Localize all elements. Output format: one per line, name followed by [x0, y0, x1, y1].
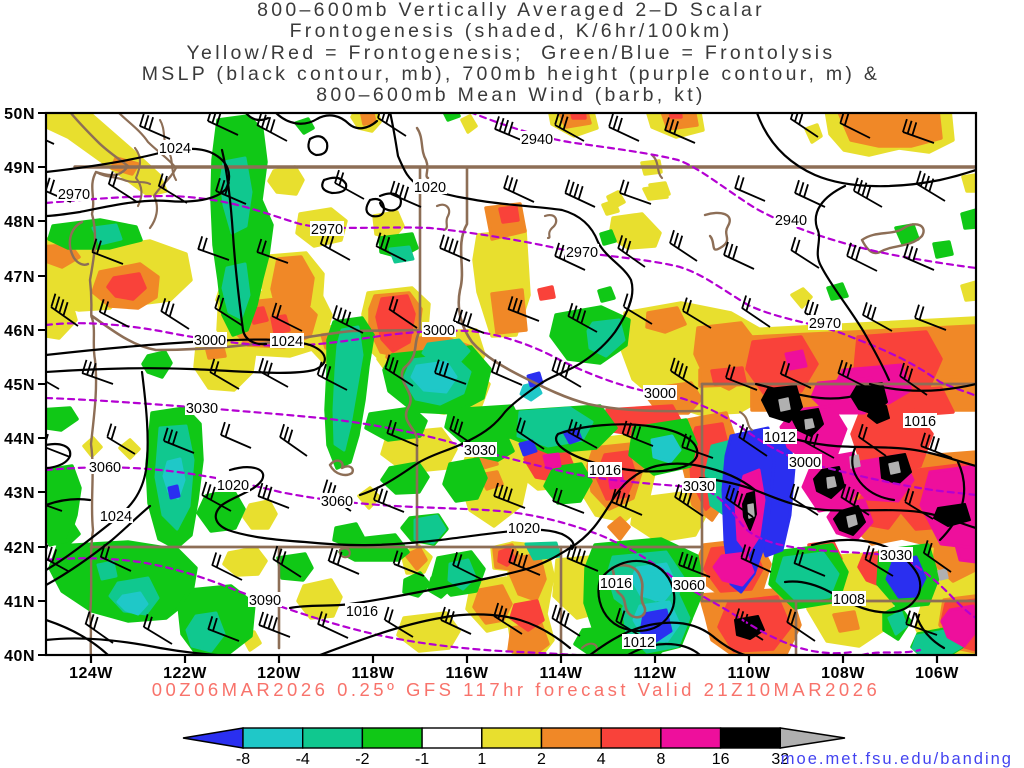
- svg-text:1020: 1020: [508, 521, 540, 537]
- svg-text:3000: 3000: [423, 323, 455, 339]
- svg-text:16: 16: [712, 751, 730, 768]
- svg-text:800–600mb Vertically Averaged: 800–600mb Vertically Averaged 2–D Scalar: [257, 0, 765, 21]
- svg-text:3000: 3000: [789, 455, 821, 471]
- svg-text:49N: 49N: [4, 160, 35, 177]
- svg-text:116W: 116W: [446, 665, 489, 682]
- svg-text:-2: -2: [355, 751, 369, 768]
- svg-text:1024: 1024: [271, 334, 303, 350]
- svg-text:40N: 40N: [4, 648, 35, 665]
- svg-text:1: 1: [477, 751, 486, 768]
- svg-text:120W: 120W: [257, 665, 301, 682]
- svg-text:-4: -4: [296, 751, 310, 768]
- svg-text:3060: 3060: [673, 578, 705, 594]
- svg-text:1012: 1012: [764, 430, 796, 446]
- svg-text:3090: 3090: [249, 593, 281, 609]
- svg-text:2970: 2970: [311, 222, 343, 238]
- svg-text:106W: 106W: [915, 665, 959, 682]
- svg-text:46N: 46N: [4, 323, 35, 340]
- svg-text:2: 2: [537, 751, 546, 768]
- svg-text:108W: 108W: [821, 665, 865, 682]
- svg-text:00Z06MAR2026 0.25º GFS 117hr f: 00Z06MAR2026 0.25º GFS 117hr forecast Va…: [152, 679, 881, 700]
- svg-text:114W: 114W: [540, 665, 583, 682]
- svg-text:50N: 50N: [4, 106, 35, 123]
- svg-text:3000: 3000: [194, 333, 226, 349]
- svg-text:Frontogenesis (shaded, K/6hr/1: Frontogenesis (shaded, K/6hr/100km): [290, 20, 733, 42]
- svg-text:3000: 3000: [644, 386, 676, 402]
- svg-text:110W: 110W: [728, 665, 771, 682]
- svg-text:1020: 1020: [217, 478, 249, 494]
- svg-text:1020: 1020: [414, 180, 446, 196]
- svg-text:3030: 3030: [880, 548, 912, 564]
- svg-text:45N: 45N: [4, 377, 35, 394]
- svg-text:124W: 124W: [69, 665, 113, 682]
- svg-text:1012: 1012: [623, 635, 655, 651]
- svg-text:118W: 118W: [352, 665, 395, 682]
- svg-text:112W: 112W: [634, 665, 677, 682]
- svg-text:MSLP (black contour, mb), 700m: MSLP (black contour, mb), 700mb height (…: [142, 63, 881, 85]
- svg-text:2970: 2970: [809, 316, 841, 332]
- svg-text:44N: 44N: [4, 431, 35, 448]
- svg-text:2970: 2970: [566, 245, 598, 261]
- svg-text:32: 32: [771, 751, 789, 768]
- svg-text:1024: 1024: [159, 141, 191, 157]
- svg-text:122W: 122W: [163, 665, 207, 682]
- svg-text:1016: 1016: [589, 463, 621, 479]
- svg-text:2970: 2970: [58, 187, 90, 203]
- svg-text:-1: -1: [415, 751, 429, 768]
- svg-text:8: 8: [656, 751, 665, 768]
- svg-text:41N: 41N: [4, 594, 35, 611]
- svg-text:2940: 2940: [775, 213, 807, 229]
- svg-text:3030: 3030: [464, 443, 496, 459]
- svg-text:1016: 1016: [904, 414, 936, 430]
- svg-text:3060: 3060: [321, 494, 353, 510]
- svg-text:800–600mb Mean Wind (barb, kt): 800–600mb Mean Wind (barb, kt): [316, 84, 705, 106]
- svg-text:43N: 43N: [4, 485, 35, 502]
- svg-text:-8: -8: [236, 751, 250, 768]
- svg-text:2940: 2940: [521, 132, 553, 148]
- svg-text:1016: 1016: [346, 604, 378, 620]
- svg-text:3030: 3030: [186, 401, 218, 417]
- svg-text:1016: 1016: [600, 576, 632, 592]
- svg-text:48N: 48N: [4, 214, 35, 231]
- svg-text:4: 4: [597, 751, 606, 768]
- svg-text:1008: 1008: [833, 592, 865, 608]
- svg-text:3030: 3030: [683, 479, 715, 495]
- svg-text:moe.met.fsu.edu/banding: moe.met.fsu.edu/banding: [781, 750, 1013, 768]
- svg-text:1024: 1024: [100, 509, 132, 525]
- svg-text:42N: 42N: [4, 540, 35, 557]
- svg-text:Yellow/Red = Frontogenesis; G: Yellow/Red = Frontogenesis; Green/Blue =…: [187, 42, 836, 64]
- svg-text:3060: 3060: [89, 460, 121, 476]
- svg-text:47N: 47N: [4, 269, 35, 286]
